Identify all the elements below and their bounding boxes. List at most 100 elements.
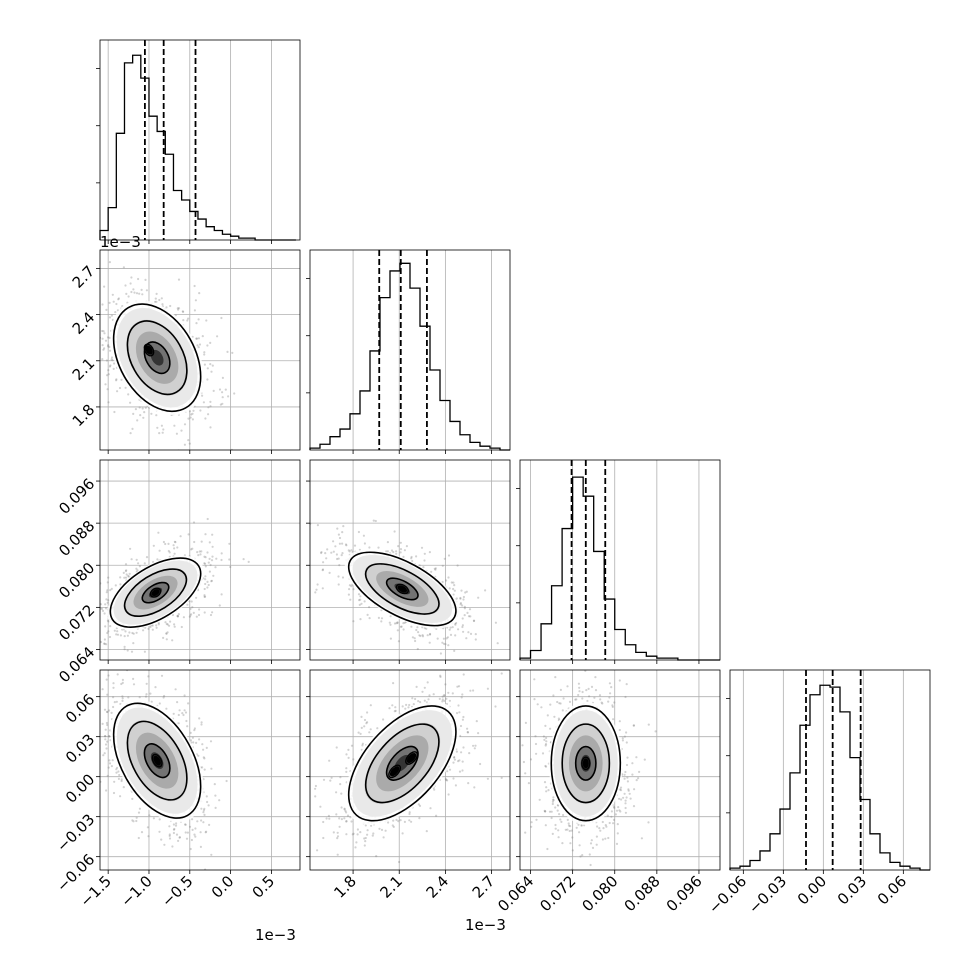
scatter-point [113,629,116,632]
scatter-point [408,819,411,822]
scatter-point [341,531,344,534]
scatter-point [122,571,125,575]
scatter-point [108,365,112,368]
contour-line-inner [143,343,155,357]
scatter-point [119,576,122,579]
scatter-point [411,636,414,639]
scatter-point [178,836,181,839]
scatter-point [105,789,108,792]
scatter-point [388,621,391,624]
scatter-point [112,300,115,303]
scatter-point [403,549,406,552]
scatter-point [172,544,175,547]
scatter-point [442,637,445,640]
scatter-point [175,822,178,825]
scatter-point [364,824,367,827]
contour-line [109,557,202,628]
scatter-point [447,644,450,647]
scatter-point [190,548,193,551]
scatter-point [129,432,132,435]
scatter-point [360,726,363,730]
contour-line [126,720,188,801]
scatter-point [513,627,515,629]
histogram-panel-0 [96,39,301,244]
scatter-point [210,370,213,373]
scatter-point [187,702,190,705]
scatter-point [125,573,128,576]
scatter-point [212,574,215,577]
scatter-point [123,576,126,579]
density-layer [310,519,515,655]
scatter-point [459,596,462,600]
scatter-point [208,570,211,573]
scatter-point [227,395,230,398]
scatter-point [172,823,175,826]
scatter-point [209,341,212,344]
scatter-point [180,429,183,432]
scatter-point [418,634,421,637]
scatter-point [444,643,447,646]
scatter-point [173,540,176,543]
scatter-point [399,625,402,628]
histogram-step-line [729,684,930,871]
scatter-point [204,556,207,559]
scatter-point [108,635,112,639]
scatter-point [104,625,107,628]
scatter-point [203,595,206,598]
scatter-point [145,693,148,696]
scatter-point [193,309,196,312]
scatter-point [469,632,473,636]
scatter-point [92,638,94,640]
histogram-panel-3: −0.06−0.03 0.00 0.03 0.06 [705,669,931,917]
scatter-point [320,551,323,554]
scatter-point [395,818,398,822]
scatter-point [105,643,108,646]
scatter-point [206,378,209,381]
scatter-point [115,302,118,306]
scatter-point [423,686,426,689]
scatter-point [417,631,420,634]
scatter-point [315,588,318,591]
scatter-point [173,552,176,555]
scatter-point [128,631,131,634]
x-tick-label: 0.06 [874,872,910,908]
scatter-point [105,710,109,714]
scatter-point [357,530,360,534]
scatter-point [100,640,103,644]
scatter-point [225,779,228,783]
scatter-point [182,616,185,619]
scatter-point [125,292,128,295]
scatter-point [321,587,324,590]
density-peak [397,585,408,593]
scatter-point [338,564,341,567]
scatter-point [384,829,387,832]
scatter-point [434,567,437,570]
scatter-point [425,627,428,630]
scatter-point [453,649,456,653]
scatter-point [207,413,210,416]
scatter-point [336,527,339,530]
scatter-point [123,635,126,638]
scatter-point [164,621,167,624]
scatter-point [204,533,207,536]
scatter-point [429,807,432,810]
y-tick-label: 0.00 [62,770,98,806]
scatter-point [353,544,357,547]
scatter-point [358,603,361,607]
y-tick-label: 2.4 [69,308,99,338]
scatter-point [194,299,197,302]
scatter-point [91,644,93,646]
contour-line [143,341,171,375]
scatter-point [154,686,157,689]
scatter-point [116,390,119,393]
scatter-point [101,609,105,613]
scatter-point [229,565,232,569]
scatter-point [197,346,200,349]
scatter-point [107,369,110,372]
scatter-point [209,613,213,617]
scatter-point [166,623,169,626]
scatter-point [123,645,126,649]
scatter-point [341,552,344,555]
scatter-point [192,611,195,615]
scatter-point [202,809,205,812]
